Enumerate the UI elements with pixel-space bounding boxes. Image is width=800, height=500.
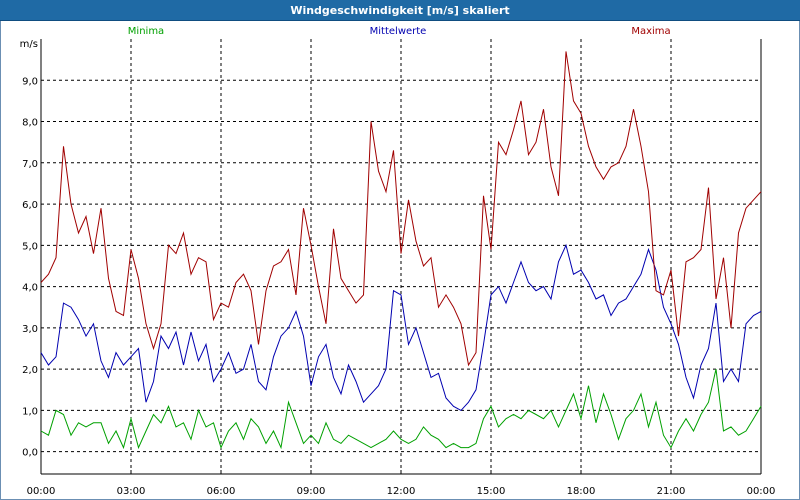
x-tick-time: 18:00 bbox=[567, 486, 596, 497]
series-lines bbox=[40, 51, 762, 450]
series-line-minima bbox=[40, 368, 762, 450]
x-tick-time: 00:00 bbox=[27, 486, 56, 497]
x-tick-time: 21:00 bbox=[657, 486, 686, 497]
line-chart: 0,01,02,03,04,05,06,07,08,09,000:0002.02… bbox=[20, 26, 776, 497]
y-tick-label: 3,0 bbox=[22, 324, 38, 335]
y-tick-label: 0,0 bbox=[22, 448, 38, 459]
chart-title: Windgeschwindigkeit [m/s] skaliert bbox=[290, 3, 510, 17]
legend-item-maxima: Maxima bbox=[631, 26, 670, 37]
legend: Minima Mittelwerte Maxima bbox=[128, 26, 671, 37]
x-tick-time: 12:00 bbox=[387, 486, 416, 497]
y-tick-label: 2,0 bbox=[22, 365, 38, 376]
grid bbox=[41, 39, 761, 470]
y-tick-label: 6,0 bbox=[22, 200, 38, 211]
chart-area: 0,01,02,03,04,05,06,07,08,09,000:0002.02… bbox=[0, 21, 800, 500]
y-tick-label: 7,0 bbox=[22, 159, 38, 170]
y-axis-unit-label: m/s bbox=[20, 39, 38, 50]
x-tick-time: 00:00 bbox=[747, 486, 776, 497]
x-tick-time: 15:00 bbox=[477, 486, 506, 497]
legend-item-mittelwerte: Mittelwerte bbox=[370, 26, 427, 37]
series-line-mittelwerte bbox=[40, 243, 762, 412]
tick-labels: 0,01,02,03,04,05,06,07,08,09,000:0002.02… bbox=[20, 39, 776, 497]
x-tick-time: 06:00 bbox=[207, 486, 236, 497]
y-tick-label: 1,0 bbox=[22, 406, 38, 417]
y-tick-label: 5,0 bbox=[22, 241, 38, 252]
x-tick-time: 03:00 bbox=[117, 486, 146, 497]
x-tick-time: 09:00 bbox=[297, 486, 326, 497]
series-line-maxima bbox=[40, 51, 762, 367]
chart-title-bar: Windgeschwindigkeit [m/s] skaliert bbox=[0, 0, 800, 21]
y-tick-label: 4,0 bbox=[22, 283, 38, 294]
y-tick-label: 8,0 bbox=[22, 118, 38, 129]
y-tick-label: 9,0 bbox=[22, 76, 38, 87]
axes bbox=[40, 39, 762, 475]
legend-item-minima: Minima bbox=[128, 26, 164, 37]
